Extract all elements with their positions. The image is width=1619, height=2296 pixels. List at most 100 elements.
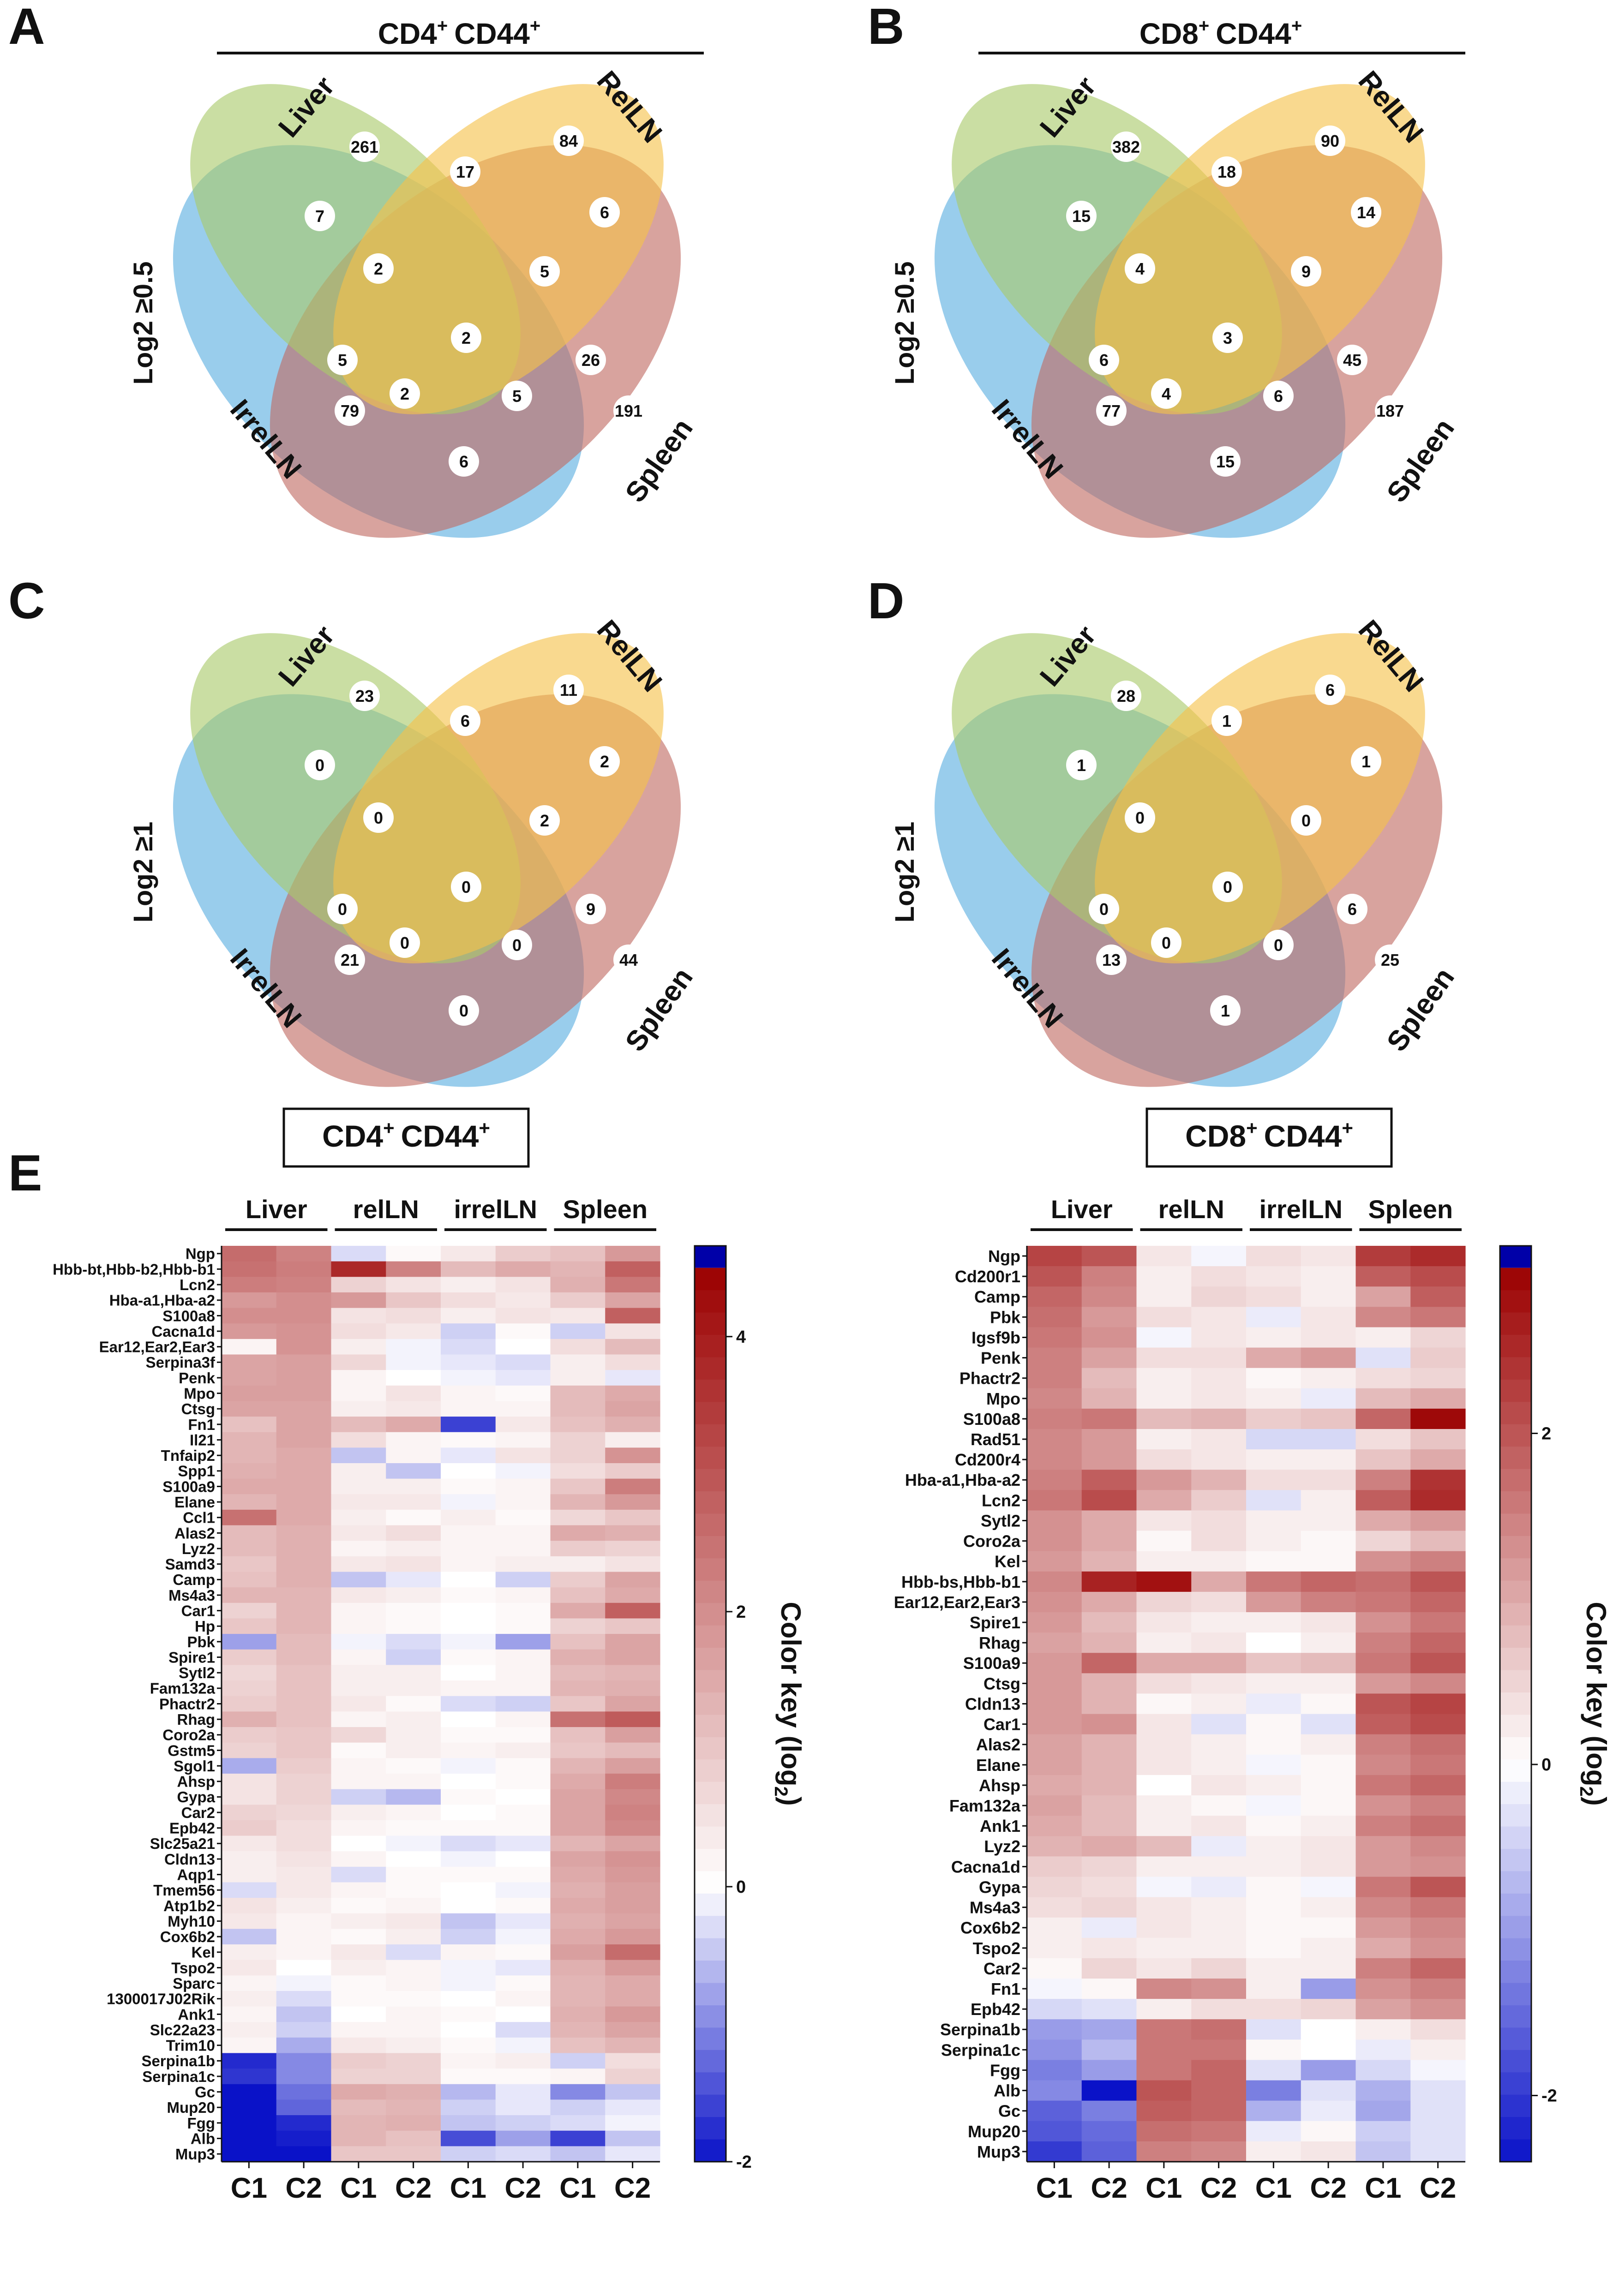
heatmap-cell [1410, 1531, 1466, 1552]
heatmap-cell [1081, 1510, 1137, 1531]
heatmap-cell [495, 2084, 551, 2100]
row-label: Elane [174, 1494, 215, 1511]
heatmap-cell [1081, 1958, 1137, 1979]
heatmap-cell [331, 1618, 386, 1634]
heatmap-cell [386, 1602, 441, 1619]
heatmap-cell [441, 2022, 496, 2038]
row-label: Sparc [173, 1975, 215, 1992]
row-label: Camp [173, 1571, 215, 1588]
color-key-step [1500, 1469, 1531, 1492]
heatmap-cell [605, 1354, 660, 1370]
row-label: Samd3 [165, 1556, 215, 1573]
svg-text:15: 15 [1072, 207, 1091, 226]
heatmap-cell [386, 1866, 441, 1883]
heatmap-cell [1136, 1347, 1192, 1369]
heatmap-cell [441, 1882, 496, 1898]
heatmap-cell [1355, 1612, 1411, 1633]
heatmap-cell [222, 1447, 277, 1464]
heatmap-cell [1136, 1551, 1192, 1572]
heatmap-cell [1355, 1653, 1411, 1674]
heatmap-cell [222, 1758, 277, 1774]
heatmap-cell [1191, 1429, 1247, 1450]
heatmap-cell [276, 2146, 332, 2162]
heatmap-cell [495, 1417, 551, 1433]
heatmap-cell [1191, 1327, 1247, 1348]
heatmap-cell [331, 1308, 386, 1324]
heatmap-cell [386, 2037, 441, 2054]
row-label: Elane [976, 1756, 1020, 1775]
heatmap-cell [495, 1680, 551, 1697]
heatmap-cell [1246, 1714, 1301, 1735]
svg-text:84: 84 [559, 132, 578, 150]
heatmap-cell [1410, 1979, 1466, 1999]
color-key-step [1500, 1648, 1531, 1671]
heatmap-cell [495, 1385, 551, 1402]
heatmap-cell [495, 1370, 551, 1386]
heatmap-cell [550, 1727, 606, 1743]
heatmap-cell [1191, 1612, 1247, 1633]
heatmap-cell [276, 1323, 332, 1339]
heatmap-cd4: CD4+ CD44+ Liver relLN irrelLN Spleen NgpHbb-b… [53, 1107, 806, 2204]
heatmap-cell [495, 1308, 551, 1324]
heatmap-cell [495, 2130, 551, 2147]
heatmap-cell [276, 2130, 332, 2147]
count-reiln_only: 11 [553, 675, 584, 705]
svg-text:45: 45 [1343, 351, 1361, 370]
row-label: Car2 [983, 1959, 1020, 1978]
heatmap-cell [495, 1478, 551, 1495]
svg-text:26: 26 [582, 351, 600, 370]
heatmap-cell [441, 1991, 496, 2007]
svg-text:1: 1 [1222, 712, 1231, 730]
heatmap-cell [550, 2037, 606, 2054]
heatmap-cell [386, 2099, 441, 2116]
heatmap-cell [331, 1370, 386, 1386]
heatmap-cell [1246, 1286, 1301, 1307]
color-key-step [1500, 1603, 1531, 1626]
heatmap-cell [550, 1944, 606, 1961]
heatmap-cell [1410, 1571, 1466, 1592]
venn-title: CD4+ CD44+ [217, 16, 704, 54]
color-key-step [1500, 1312, 1531, 1335]
heatmap-cell [1081, 1754, 1137, 1776]
heatmap-cell [276, 1758, 332, 1774]
svg-text:2: 2 [374, 259, 383, 278]
color-key-tick: 0 [736, 1877, 746, 1897]
heatmap-cell [1410, 1490, 1466, 1511]
count-liver_reiln_spleen: 0 [1291, 805, 1321, 836]
heatmap-cell [1355, 1408, 1411, 1429]
heatmap-cell [222, 1525, 277, 1541]
count-liver_spleen: 6 [1089, 345, 1119, 375]
color-key-tick: -2 [1541, 2086, 1557, 2105]
svg-text:9: 9 [586, 900, 595, 919]
heatmap-cell [441, 1308, 496, 1324]
row-label: Epb42 [971, 2000, 1020, 2019]
heatmap-cell [331, 2006, 386, 2022]
heatmap-cell [605, 1836, 660, 1852]
heatmap-cell [1136, 1714, 1192, 1735]
row-label: Coro2a [963, 1532, 1021, 1551]
heatmap-cell [386, 1680, 441, 1697]
color-key-step [1500, 1558, 1531, 1581]
heatmap-cell [276, 2037, 332, 2054]
heatmap-cell [1027, 1408, 1082, 1429]
heatmap-cell [441, 1960, 496, 1976]
heatmap-cell [495, 2022, 551, 2038]
heatmap-cell [331, 1494, 386, 1510]
heatmap-cell [1136, 2141, 1192, 2162]
color-key-step [1500, 1447, 1531, 1470]
heatmap-cell [1136, 1775, 1192, 1796]
heatmap-cell [222, 1618, 277, 1634]
threshold-label: Log2 ≥0.5 [890, 261, 920, 384]
heatmap-cell [1410, 1408, 1466, 1429]
heatmap-cell [386, 1401, 441, 1417]
heatmap-cell [1355, 2019, 1411, 2040]
heatmap-cell [222, 1556, 277, 1573]
color-key-step [1500, 1379, 1531, 1403]
heatmap-cell [276, 2053, 332, 2069]
heatmap-cell [550, 1789, 606, 1805]
heatmap-cell [1246, 1531, 1301, 1552]
heatmap-cell [550, 1587, 606, 1603]
heatmap-cell [441, 1696, 496, 1712]
heatmap-cell [495, 1727, 551, 1743]
